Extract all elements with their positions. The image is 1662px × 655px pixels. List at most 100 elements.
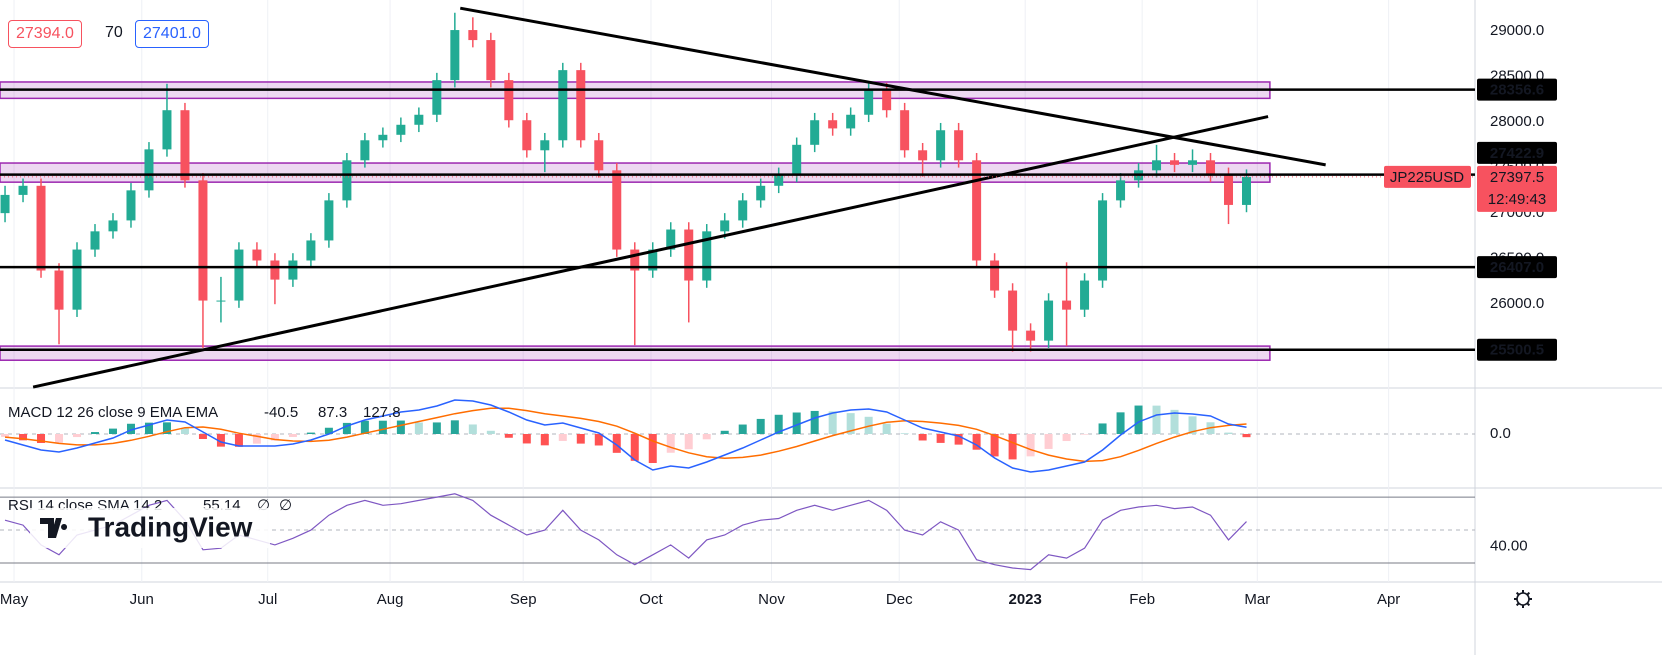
candle-body: [126, 190, 136, 221]
candle-body: [90, 231, 100, 250]
x-tick-label: Dec: [886, 591, 913, 608]
x-tick-label: Apr: [1377, 591, 1400, 608]
watermark-bg: [30, 508, 270, 548]
candle-body: [684, 229, 694, 281]
y-tick-label: 26000.0: [1490, 295, 1544, 312]
level-label-box: [1477, 78, 1557, 101]
candle-body: [1044, 300, 1054, 341]
candle-body: [432, 80, 442, 115]
candle-body: [252, 249, 262, 261]
histogram-bar: [378, 420, 387, 434]
candle-body: [540, 140, 550, 151]
y-tick-label: 0.0: [1490, 425, 1511, 442]
candle-body: [1170, 160, 1180, 165]
candle-body: [1098, 200, 1108, 281]
histogram-bar: [594, 433, 603, 446]
candle-body: [198, 180, 208, 301]
histogram-bar: [73, 433, 82, 438]
x-tick-label: Nov: [758, 591, 785, 608]
y-tick-label: 40.00: [1490, 538, 1528, 555]
histogram-bar: [630, 433, 639, 461]
candle-body: [108, 220, 118, 232]
histogram-bar: [612, 433, 621, 453]
candle-body: [630, 249, 640, 271]
histogram-bar: [396, 420, 405, 434]
zone: [0, 162, 1271, 183]
signal-line: [4, 407, 1247, 463]
candle-body: [288, 260, 298, 280]
histogram-bar: [414, 422, 423, 434]
histogram-bar: [1134, 405, 1143, 434]
candle-body: [702, 231, 712, 281]
candle-body: [72, 249, 82, 310]
candle-body: [486, 40, 496, 81]
spread: 70: [98, 20, 130, 46]
candle-body: [972, 160, 982, 261]
current-price-box: [1477, 165, 1557, 212]
bid-box[interactable]: 27394.0: [8, 20, 82, 48]
candle-body: [54, 270, 64, 310]
candle-body: [774, 174, 784, 186]
x-tick-label: Oct: [639, 591, 663, 608]
trendline: [459, 6, 1326, 167]
histogram-bar: [180, 428, 189, 434]
x-tick-label: Aug: [377, 591, 404, 608]
gear-tooth: [1526, 602, 1531, 607]
candle-body: [306, 240, 316, 261]
candle-body: [720, 220, 730, 232]
candle-body: [954, 130, 964, 161]
histogram-bar: [324, 427, 333, 434]
symbol-label: JP225USD: [1390, 169, 1464, 186]
candle-body: [144, 149, 154, 191]
candle-body: [846, 114, 856, 129]
histogram-bar: [1170, 409, 1179, 434]
histogram-bar: [1116, 412, 1125, 434]
candle-body: [864, 90, 874, 115]
macd-value: 87.3: [318, 404, 347, 421]
histogram-bar: [954, 433, 963, 445]
level-label-box: [1477, 256, 1557, 279]
histogram-bar: [900, 433, 909, 434]
candle-body: [918, 150, 928, 161]
candle-body: [1188, 160, 1198, 165]
candle-body: [756, 185, 766, 201]
histogram-bar: [972, 433, 981, 450]
histogram-bar: [162, 422, 171, 434]
candle-body: [1241, 176, 1251, 205]
ask-box[interactable]: 27401.0: [135, 20, 209, 48]
histogram-bar: [270, 433, 279, 441]
candle-body: [0, 194, 10, 214]
histogram-bar: [342, 422, 351, 434]
level-label: 27422.9: [1490, 145, 1544, 162]
histogram-bar: [486, 430, 495, 434]
candle-body: [396, 124, 406, 135]
candle-body: [234, 249, 244, 301]
current-price-label: 27397.5: [1490, 169, 1544, 186]
histogram-bar: [774, 414, 783, 434]
histogram-bar: [1098, 423, 1107, 434]
histogram-bar: [828, 411, 837, 434]
histogram-bar: [666, 433, 675, 453]
histogram-bar: [882, 423, 891, 434]
x-tick-label: 2023: [1009, 591, 1042, 608]
histogram-bar: [792, 412, 801, 434]
histogram-bar: [144, 422, 153, 434]
logo-mark: [40, 518, 68, 538]
y-tick-label: 29000.0: [1490, 22, 1544, 39]
histogram-bar: [558, 433, 567, 441]
candle-body: [468, 30, 478, 41]
level-label-box: [1477, 338, 1557, 361]
histogram-bar: [55, 433, 64, 443]
histogram-bar: [990, 433, 999, 457]
histogram-bar: [468, 424, 477, 434]
candle-body: [1062, 300, 1072, 310]
gear-tooth: [1526, 591, 1531, 596]
histogram-bar: [1242, 433, 1251, 438]
candle-body: [792, 144, 802, 175]
histogram-bar: [234, 433, 243, 447]
histogram-bar: [288, 433, 297, 437]
histogram-bar: [216, 433, 225, 447]
settings-button[interactable]: [1514, 590, 1532, 608]
candle-body: [1224, 174, 1234, 205]
